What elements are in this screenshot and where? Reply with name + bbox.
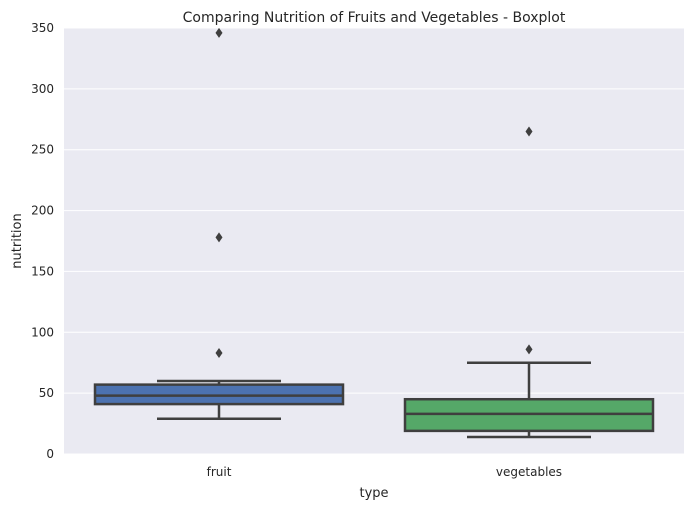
y-tick-label: 100 xyxy=(31,325,54,339)
x-tick-label: fruit xyxy=(207,465,232,479)
y-tick-label: 300 xyxy=(31,82,54,96)
y-tick-label: 250 xyxy=(31,143,54,157)
y-tick-label: 50 xyxy=(39,386,54,400)
x-axis-label: type xyxy=(359,486,388,501)
y-tick-labels: 0 50 100 150 200 250 300 350 xyxy=(31,21,54,461)
chart-title: Comparing Nutrition of Fruits and Vegeta… xyxy=(183,10,566,26)
y-tick-label: 150 xyxy=(31,264,54,278)
outlier-point xyxy=(215,347,223,358)
y-tick-label: 200 xyxy=(31,204,54,218)
x-tick-labels: fruit vegetables xyxy=(207,465,562,479)
outlier-point xyxy=(215,27,223,38)
y-tick-label: 350 xyxy=(31,21,54,35)
outlier-point xyxy=(525,344,533,355)
boxes xyxy=(93,27,655,439)
outlier-point xyxy=(525,126,533,137)
plot-area xyxy=(64,28,684,454)
x-tick-label: vegetables xyxy=(496,465,562,479)
box-vegetables xyxy=(403,126,655,439)
box-fruit xyxy=(93,27,345,420)
y-axis-label: nutrition xyxy=(10,213,25,268)
outlier-point xyxy=(215,232,223,243)
y-tick-label: 0 xyxy=(46,447,54,461)
